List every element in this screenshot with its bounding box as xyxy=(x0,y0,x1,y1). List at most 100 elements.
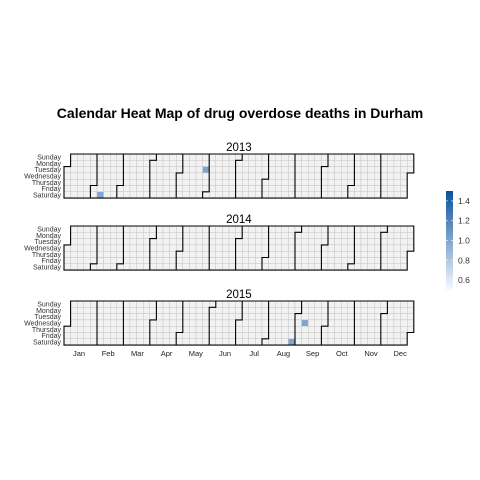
day-cell xyxy=(162,244,170,252)
day-cell xyxy=(255,153,263,161)
day-cell xyxy=(109,178,117,186)
day-cell xyxy=(195,319,203,327)
day-cell xyxy=(228,244,236,252)
day-cell xyxy=(241,185,249,193)
month-boundary xyxy=(235,301,243,346)
day-cell xyxy=(208,178,216,186)
year-panel-2013: 2013 SundayMondayTuesdayWednesdayThursday… xyxy=(24,142,415,199)
day-cell xyxy=(268,153,276,161)
day-cell xyxy=(281,166,289,174)
day-cell xyxy=(189,232,197,239)
day-cell xyxy=(136,326,144,333)
day-cell xyxy=(96,172,104,180)
day-cell xyxy=(103,166,111,174)
day-cell xyxy=(380,172,388,180)
day-cell xyxy=(103,191,111,199)
day-cell xyxy=(347,225,355,233)
day-cell xyxy=(169,153,177,161)
day-cell xyxy=(83,238,91,246)
day-cell xyxy=(215,263,223,271)
day-cell xyxy=(63,332,71,340)
day-cell xyxy=(294,160,302,167)
day-cell xyxy=(248,250,256,258)
day-cell xyxy=(275,153,283,161)
day-cell xyxy=(281,232,289,239)
day-cell xyxy=(294,257,302,265)
day-cell xyxy=(202,332,210,340)
day-cell xyxy=(123,250,131,258)
day-cell xyxy=(281,225,289,233)
day-cell xyxy=(393,166,401,174)
day-cell xyxy=(255,326,263,333)
day-cell xyxy=(321,250,329,258)
day-cell xyxy=(103,244,111,252)
day-cell xyxy=(294,232,302,239)
day-cell xyxy=(70,178,78,186)
month-boundary xyxy=(261,226,270,271)
day-cell xyxy=(268,244,276,252)
day-cell xyxy=(228,160,236,167)
day-cell xyxy=(354,332,362,340)
colorbar-tick-label: 1.4 xyxy=(458,196,470,206)
day-cell xyxy=(235,172,243,180)
day-cell xyxy=(149,153,157,161)
day-cell xyxy=(334,225,342,233)
day-cell xyxy=(321,225,329,233)
day-cell xyxy=(215,300,223,308)
day-cell xyxy=(367,185,375,193)
chart-title: Calendar Heat Map of drug overdose death… xyxy=(57,105,423,121)
month-boundary xyxy=(320,301,329,346)
day-cell xyxy=(367,225,375,233)
day-cell xyxy=(275,307,283,314)
day-cell xyxy=(294,191,302,199)
day-cell xyxy=(248,185,256,193)
day-cell xyxy=(83,300,91,308)
day-cell xyxy=(288,178,296,186)
day-cell xyxy=(63,191,71,199)
day-cell xyxy=(235,160,243,167)
day-cell xyxy=(222,300,230,308)
day-cell xyxy=(321,313,329,321)
day-cell xyxy=(354,338,362,346)
day-cell xyxy=(235,191,243,199)
day-cell xyxy=(90,225,98,233)
day-cell xyxy=(294,172,302,180)
day-cell xyxy=(301,244,309,252)
day-cell xyxy=(96,232,104,239)
day-cell xyxy=(301,263,309,271)
day-cell xyxy=(215,225,223,233)
day-cell xyxy=(156,238,164,246)
day-cell xyxy=(129,300,137,308)
month-boundary xyxy=(320,154,329,199)
day-cell xyxy=(103,326,111,333)
day-cell xyxy=(367,178,375,186)
day-cell xyxy=(96,244,104,252)
day-cell xyxy=(103,300,111,308)
day-cell xyxy=(70,326,78,333)
day-label-thursday: Thursday xyxy=(32,180,62,187)
day-cell xyxy=(334,250,342,258)
year-outline xyxy=(63,153,415,199)
day-cell xyxy=(360,326,368,333)
day-cell xyxy=(275,160,283,167)
day-cell xyxy=(96,338,104,346)
day-cell xyxy=(182,238,190,246)
day-cell xyxy=(354,307,362,314)
day-cell xyxy=(195,225,203,233)
day-cell xyxy=(202,244,210,252)
day-cell xyxy=(308,244,316,252)
day-cell xyxy=(261,153,269,161)
month-boundary xyxy=(175,226,184,271)
day-cell xyxy=(387,300,395,308)
day-cell xyxy=(83,244,91,252)
day-cell xyxy=(347,153,355,161)
value-cell xyxy=(288,338,296,346)
day-cell xyxy=(109,225,117,233)
day-cell xyxy=(241,153,249,161)
day-cell xyxy=(76,338,84,346)
year-panel-2014: 2014 SundayMondayTuesdayWednesdayThursday… xyxy=(24,214,415,271)
day-cell xyxy=(235,338,243,346)
day-cell xyxy=(407,307,415,314)
day-cell xyxy=(393,191,401,199)
day-cell xyxy=(182,300,190,308)
